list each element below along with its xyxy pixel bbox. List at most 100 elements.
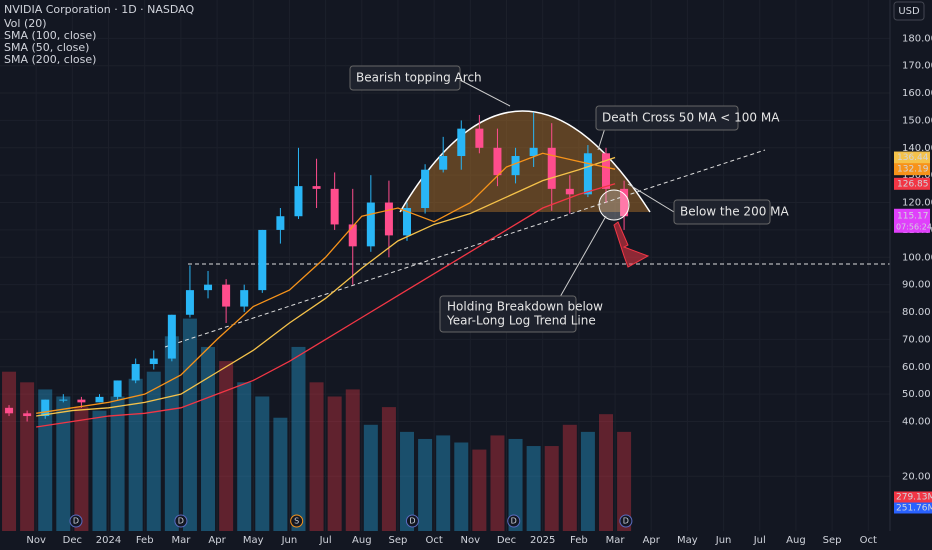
- candle-body: [167, 314, 176, 359]
- y-tick-label: 130.00: [902, 170, 932, 181]
- y-tick-label: 50.00: [902, 389, 931, 400]
- x-tick-label: Jun: [715, 535, 732, 546]
- volume-label-box: [894, 491, 932, 503]
- volume-bar: [237, 382, 252, 531]
- volume-bar: [381, 407, 396, 531]
- candle-body: [23, 413, 32, 417]
- volume-bar: [2, 371, 17, 531]
- volume-bar: [146, 371, 161, 531]
- axes: 20.00 40.00 50.00 60.00 70.00 80.00 90.00 100.0…: [26, 33, 932, 546]
- y-tick-label: 150.00: [902, 115, 932, 126]
- x-tick-label: Jul: [753, 535, 766, 546]
- x-tick-label: Sep: [389, 535, 408, 546]
- candle-body: [77, 399, 86, 403]
- volume-bar: [110, 396, 125, 531]
- volume-label: 279.13M: [896, 493, 932, 503]
- event-marker[interactable]: [619, 514, 633, 528]
- annotation: Holding Breakdown below: [447, 300, 603, 314]
- x-tick-label: Nov: [461, 535, 481, 546]
- candle-body: [294, 186, 303, 217]
- x-tick-label: Mar: [606, 535, 626, 546]
- candle-body: [149, 358, 158, 365]
- x-tick-label: Mar: [171, 535, 191, 546]
- x-tick-label: Feb: [570, 535, 588, 546]
- arch-line: [399, 110, 651, 213]
- event-label[interactable]: S: [294, 517, 299, 526]
- event-marker[interactable]: [69, 514, 83, 528]
- grid: [0, 0, 890, 531]
- legend-entry: Vol (20): [4, 17, 47, 30]
- currency-box[interactable]: [893, 1, 925, 21]
- event-label[interactable]: D: [623, 517, 629, 526]
- volume-bar: [418, 438, 433, 531]
- x-tick-label: Oct: [425, 535, 442, 546]
- candle-body: [475, 128, 484, 148]
- volume-bar: [128, 378, 143, 531]
- y-tick-label: 160.00: [902, 88, 932, 99]
- x-tick-label: May: [677, 535, 698, 546]
- event-label[interactable]: D: [409, 517, 415, 526]
- volume-bar: [580, 431, 595, 531]
- currency[interactable]: USD: [898, 6, 920, 17]
- volume-bar: [255, 396, 270, 531]
- x-tick-label: Apr: [208, 535, 226, 546]
- trend-line: [164, 149, 766, 348]
- event-marker[interactable]: [174, 514, 188, 528]
- callout-line: [627, 183, 675, 213]
- candle-body: [348, 224, 357, 247]
- event-marker[interactable]: [507, 514, 521, 528]
- price-label: 126.85: [897, 179, 929, 189]
- y-tick-label: 140.00: [902, 143, 932, 154]
- candle-body: [366, 202, 375, 247]
- candle-body: [258, 229, 267, 291]
- x-tick-label: Jun: [281, 535, 298, 546]
- volume-bar: [219, 361, 234, 531]
- volume-bar: [598, 414, 613, 531]
- callout-line: [559, 215, 607, 298]
- volume-bar: [309, 382, 324, 531]
- candle-body: [312, 186, 321, 189]
- volume-bar: [273, 417, 288, 531]
- event-label[interactable]: D: [178, 517, 184, 526]
- candle-body: [547, 147, 556, 189]
- candle-body: [421, 169, 430, 209]
- volume-bar: [164, 336, 179, 531]
- x-tick-label: Aug: [352, 535, 372, 546]
- volume-bar: [182, 318, 197, 531]
- event-label[interactable]: D: [73, 517, 79, 526]
- callout-line: [597, 127, 606, 151]
- event-marker[interactable]: [290, 514, 304, 528]
- candle-body: [565, 188, 574, 195]
- annotation: Below the 200 MA: [680, 205, 790, 219]
- volume-bar: [327, 396, 342, 531]
- x-tick-label: Nov: [26, 535, 46, 546]
- y-tick-label: 100.00: [902, 252, 932, 263]
- candle-body: [41, 399, 50, 417]
- volume-bar: [201, 346, 216, 531]
- candle-body: [529, 147, 538, 157]
- x-tick-label: Dec: [63, 535, 82, 546]
- price-label: 136.44: [897, 153, 929, 163]
- volume-bar: [345, 389, 360, 531]
- candle-body: [113, 380, 122, 397]
- annotation: Bearish topping Arch: [356, 71, 482, 85]
- candle-body: [95, 396, 104, 403]
- event-label[interactable]: D: [511, 517, 517, 526]
- legend-entry: SMA (100, close): [4, 29, 96, 42]
- volume-bar: [508, 438, 523, 531]
- price-label: 132.19: [897, 165, 929, 175]
- x-tick-label: Apr: [643, 535, 661, 546]
- countdown: 07:56:24: [896, 222, 932, 231]
- annotation-box: [439, 295, 577, 333]
- candle-body: [276, 216, 285, 230]
- x-tick-label: Oct: [860, 535, 877, 546]
- y-tick-label: 40.00: [902, 417, 931, 428]
- event-marker[interactable]: [405, 514, 419, 528]
- volume-bar: [74, 407, 89, 531]
- volume-bar: [56, 396, 71, 531]
- legend-entry: SMA (50, close): [4, 41, 89, 54]
- candle-body: [384, 202, 393, 236]
- annotation-box: [673, 199, 771, 225]
- price-label-box: [894, 177, 930, 190]
